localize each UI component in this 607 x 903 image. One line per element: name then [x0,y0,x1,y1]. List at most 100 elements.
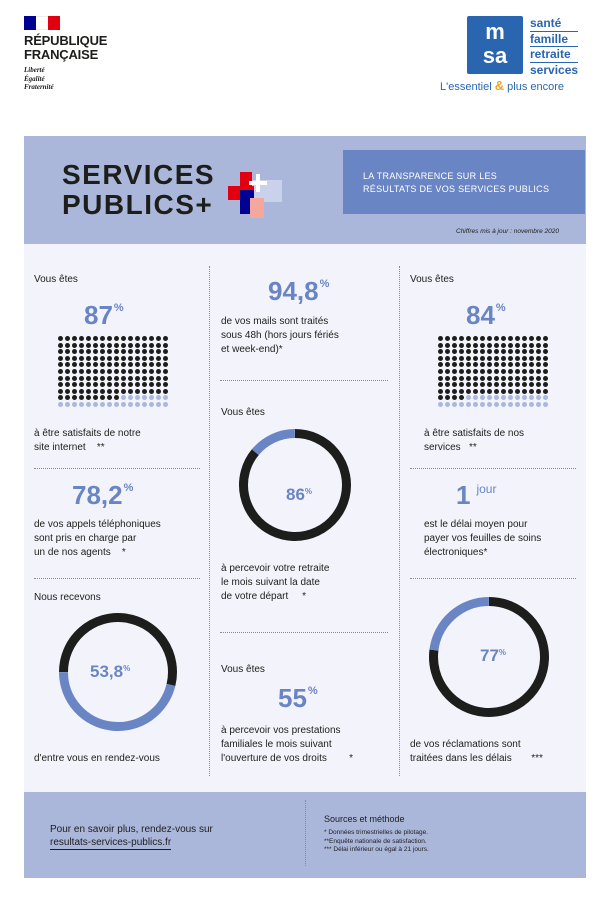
stat-rdv-value: 53,8% [90,662,130,682]
dot [100,349,105,355]
dot [459,342,464,348]
title-line2: PUBLICS+ [62,189,214,220]
dot [543,349,548,355]
dot [100,395,105,401]
dot [79,401,84,407]
dot [473,375,478,381]
dot [445,368,450,374]
dot [508,342,513,348]
dot [72,336,77,341]
dot [86,375,91,381]
dot [128,375,133,381]
title-line1: SERVICES [62,159,216,190]
dot [487,355,492,361]
dot [480,355,485,361]
dot [163,355,168,361]
stat-famille-note: * [349,753,353,764]
update-date: Chiffres mis à jour : novembre 2020 [456,228,559,235]
dot [515,349,520,355]
stat-famille-unit: % [307,685,318,697]
dot [487,368,492,374]
dot [121,388,126,394]
dot [93,362,98,368]
dot [65,342,70,348]
dot [156,388,161,394]
stat-mails-value: 94,8% [268,276,329,307]
dot [508,401,513,407]
dot [107,388,112,394]
republique-francaise-name: RÉPUBLIQUE FRANÇAISE [24,34,107,62]
stat-services-desc-line2: services [424,442,461,453]
column-divider-right [399,266,400,776]
dot [65,336,70,341]
stat-site-label: Vous êtes [34,274,78,285]
dot [466,388,471,394]
dot [142,395,147,401]
dot [515,375,520,381]
dot [72,349,77,355]
dot [135,368,140,374]
dot [121,375,126,381]
dot [114,401,119,407]
dot [438,395,443,401]
dot [494,368,499,374]
dot [79,388,84,394]
stat-site-number: 87 [84,300,113,330]
dot [480,388,485,394]
dot [93,388,98,394]
stat-phone-note: * [121,547,126,558]
dot [501,395,506,401]
dot [487,388,492,394]
dot [142,368,147,374]
dot [536,375,541,381]
dot [438,388,443,394]
row-divider [410,578,576,579]
ring-arc-rest [251,429,296,456]
stat-rdv-ring [59,613,177,731]
dot [86,395,91,401]
dot [529,349,534,355]
services-publics-plus-icon [228,172,282,218]
dot [72,355,77,361]
dot [473,342,478,348]
dot [156,368,161,374]
dot [543,388,548,394]
dot [163,368,168,374]
dot [86,401,91,407]
dot [142,355,147,361]
dot [466,349,471,355]
dot [452,362,457,368]
dot [445,388,450,394]
stat-services-dot-grid [438,336,549,408]
row-divider [34,468,200,469]
dot [114,349,119,355]
dot [149,368,154,374]
dot [58,382,63,388]
stat-reclam-note: *** [531,753,543,764]
dot [58,355,63,361]
ring-arc-main [239,429,351,541]
dot [459,362,464,368]
dot [72,368,77,374]
dot [65,388,70,394]
dot [529,395,534,401]
dot [480,336,485,341]
dot [536,362,541,368]
dot [93,368,98,374]
dot [93,349,98,355]
dot [135,388,140,394]
dot [121,395,126,401]
dot [121,355,126,361]
dot [536,401,541,407]
dot [445,336,450,341]
stat-phone-unit: % [123,482,134,494]
dot [135,395,140,401]
stat-retraite-number: 86 [286,485,305,504]
dot [522,395,527,401]
dot [128,395,133,401]
dot [452,368,457,374]
ring-arc-main [429,597,549,717]
footer-site-link[interactable]: resultats-services-publics.fr [50,837,172,850]
dot [135,342,140,348]
dot [508,336,513,341]
